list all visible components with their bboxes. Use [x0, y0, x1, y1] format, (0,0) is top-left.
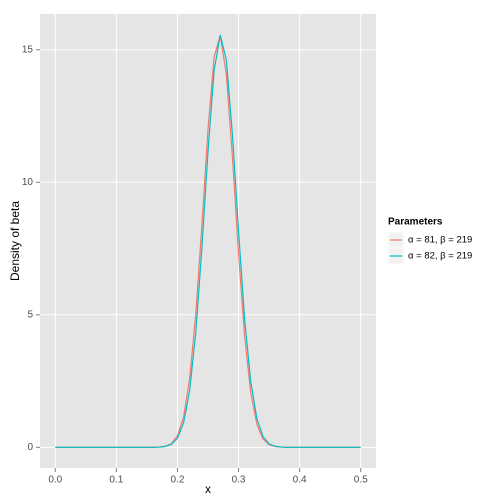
- x-axis-title: x: [205, 482, 211, 496]
- y-tick-label: 5: [27, 309, 33, 320]
- x-tick-label: 0.1: [109, 475, 123, 486]
- line: [55, 34, 361, 448]
- y-tick-label: 0: [27, 442, 33, 453]
- legend-label: α = 81, β = 219: [408, 235, 472, 246]
- legend-label: α = 82, β = 219: [408, 251, 472, 262]
- y-tick-label: 10: [22, 177, 34, 188]
- legend-title: Parameters: [388, 217, 443, 228]
- y-tick-label: 15: [22, 44, 34, 55]
- panel: [40, 14, 376, 468]
- x-tick-label: 0.5: [354, 475, 368, 486]
- x-tick-label: 0.2: [171, 475, 185, 486]
- x-tick-label: 0.4: [293, 475, 307, 486]
- x-tick-label: 0.0: [48, 475, 62, 486]
- x-tick-label: 0.3: [232, 475, 246, 486]
- y-axis-title: Density of beta: [8, 201, 22, 281]
